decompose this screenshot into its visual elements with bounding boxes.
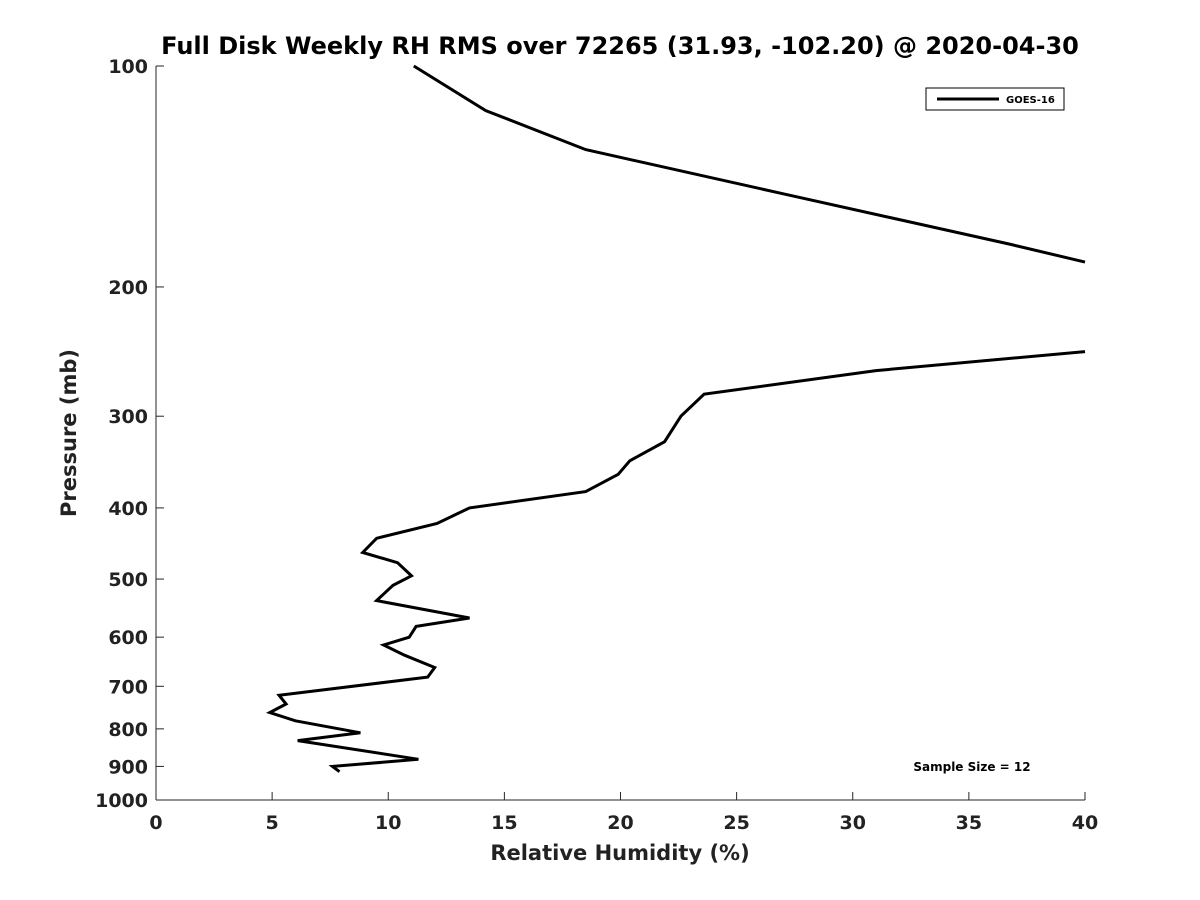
plot-axes (155, 66, 1085, 801)
x-tick-label: 25 (723, 812, 749, 834)
x-tick-label: 10 (375, 812, 401, 834)
y-axis-label: Pressure (mb) (57, 349, 81, 517)
x-tick-label: 5 (266, 812, 279, 834)
series-line-segment-2 (265, 350, 1086, 773)
y-tick-label: 400 (108, 498, 148, 520)
legend: GOES-16 (925, 87, 1065, 111)
series-line-segment-1 (413, 64, 1086, 264)
y-tick-label: 600 (108, 627, 148, 649)
y-tick-label: 700 (108, 676, 148, 698)
chart-title: Full Disk Weekly RH RMS over 72265 (31.9… (161, 32, 1079, 60)
y-tick-label: 100 (108, 56, 148, 78)
x-tick-label: 20 (607, 812, 633, 834)
y-tick-label: 1000 (95, 790, 148, 812)
y-tick-label: 200 (108, 277, 148, 299)
series-layer (265, 64, 1086, 773)
y-tick-label: 300 (108, 406, 148, 428)
x-ticks: 0 5 10 15 20 25 30 35 40 (149, 792, 1098, 834)
x-tick-label: 35 (956, 812, 982, 834)
x-tick-label: 15 (491, 812, 517, 834)
x-tick-label: 40 (1072, 812, 1098, 834)
x-tick-label: 0 (149, 812, 162, 834)
y-tick-label: 800 (108, 719, 148, 741)
sample-size-annotation: Sample Size = 12 (913, 760, 1030, 774)
x-tick-label: 30 (840, 812, 866, 834)
legend-label-goes-16: GOES-16 (1006, 95, 1055, 106)
x-axis-label: Relative Humidity (%) (490, 841, 749, 865)
y-tick-label: 900 (108, 756, 148, 778)
y-tick-label: 500 (108, 569, 148, 591)
y-ticks: 100 200 300 400 500 600 700 800 900 1000 (95, 56, 164, 812)
